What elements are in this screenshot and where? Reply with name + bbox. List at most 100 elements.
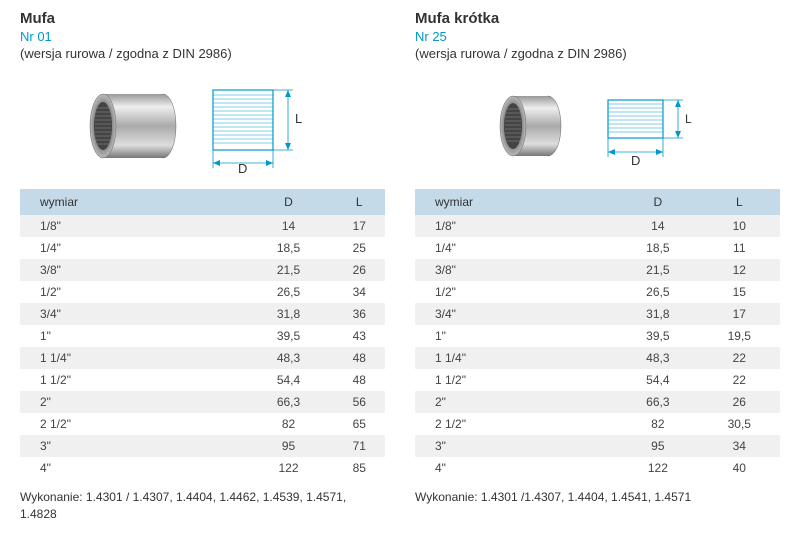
table-row: 2 1/2"8230,5 [415, 413, 780, 435]
table-row: 3"9534 [415, 435, 780, 457]
table-cell: 95 [617, 435, 698, 457]
table-cell: 56 [334, 391, 385, 413]
table-row: 1"39,519,5 [415, 325, 780, 347]
table-cell: 25 [334, 237, 385, 259]
right-subtitle: (wersja rurowa / zgodna z DIN 2986) [415, 46, 780, 61]
coupling-photo-left [88, 86, 178, 166]
table-cell: 1" [20, 325, 244, 347]
table-row: 4"12285 [20, 457, 385, 479]
table-cell: 82 [244, 413, 334, 435]
table-row: 2"66,326 [415, 391, 780, 413]
page-container: Mufa Nr 01 (wersja rurowa / zgodna z DIN… [20, 10, 780, 523]
left-h1: D [244, 189, 334, 215]
table-cell: 1 1/2" [20, 369, 244, 391]
table-cell: 2 1/2" [20, 413, 244, 435]
table-cell: 19,5 [699, 325, 780, 347]
table-cell: 1 1/4" [20, 347, 244, 369]
table-cell: 10 [699, 215, 780, 237]
table-cell: 3" [20, 435, 244, 457]
table-cell: 36 [334, 303, 385, 325]
right-column: Mufa krótka Nr 25 (wersja rurowa / zgodn… [415, 10, 780, 523]
table-row: 1/4"18,525 [20, 237, 385, 259]
left-title: Mufa [20, 10, 385, 27]
table-cell: 43 [334, 325, 385, 347]
table-cell: 54,4 [617, 369, 698, 391]
table-row: 1/2"26,515 [415, 281, 780, 303]
table-row: 4"12240 [415, 457, 780, 479]
table-cell: 66,3 [244, 391, 334, 413]
table-cell: 3/4" [415, 303, 617, 325]
table-cell: 66,3 [617, 391, 698, 413]
right-footer: Wykonanie: 1.4301 /1.4307, 1.4404, 1.454… [415, 489, 780, 506]
right-nr: Nr 25 [415, 29, 780, 44]
right-table: wymiar D L 1/8"14101/4"18,5113/8"21,5121… [415, 189, 780, 479]
table-cell: 85 [334, 457, 385, 479]
dim-D-right: D [631, 153, 640, 168]
table-cell: 18,5 [617, 237, 698, 259]
table-row: 1/4"18,511 [415, 237, 780, 259]
table-cell: 15 [699, 281, 780, 303]
table-cell: 12 [699, 259, 780, 281]
table-cell: 1/2" [415, 281, 617, 303]
table-cell: 122 [617, 457, 698, 479]
table-row: 2 1/2"8265 [20, 413, 385, 435]
table-row: 1 1/4"48,322 [415, 347, 780, 369]
left-header-row: wymiar D L [20, 189, 385, 215]
table-cell: 1/4" [20, 237, 244, 259]
table-cell: 39,5 [244, 325, 334, 347]
table-row: 2"66,356 [20, 391, 385, 413]
table-cell: 48,3 [617, 347, 698, 369]
table-cell: 1/2" [20, 281, 244, 303]
table-cell: 26 [334, 259, 385, 281]
table-cell: 82 [617, 413, 698, 435]
left-h0: wymiar [20, 189, 244, 215]
table-cell: 1/8" [20, 215, 244, 237]
table-cell: 65 [334, 413, 385, 435]
table-cell: 48 [334, 369, 385, 391]
table-cell: 17 [699, 303, 780, 325]
table-cell: 34 [699, 435, 780, 457]
table-cell: 1/4" [415, 237, 617, 259]
table-cell: 1/8" [415, 215, 617, 237]
table-cell: 48,3 [244, 347, 334, 369]
table-cell: 18,5 [244, 237, 334, 259]
table-row: 1 1/4"48,348 [20, 347, 385, 369]
table-row: 1/8"1410 [415, 215, 780, 237]
table-row: 1"39,543 [20, 325, 385, 347]
table-cell: 11 [699, 237, 780, 259]
table-cell: 26,5 [617, 281, 698, 303]
left-nr: Nr 01 [20, 29, 385, 44]
table-cell: 39,5 [617, 325, 698, 347]
table-cell: 4" [20, 457, 244, 479]
right-tbody: 1/8"14101/4"18,5113/8"21,5121/2"26,5153/… [415, 215, 780, 479]
table-cell: 71 [334, 435, 385, 457]
table-cell: 30,5 [699, 413, 780, 435]
table-cell: 3" [415, 435, 617, 457]
table-row: 1 1/2"54,422 [415, 369, 780, 391]
table-cell: 31,8 [617, 303, 698, 325]
right-image-area: L D [415, 71, 780, 181]
left-footer: Wykonanie: 1.4301 / 1.4307, 1.4404, 1.44… [20, 489, 385, 523]
right-h2: L [699, 189, 780, 215]
table-row: 1/8"1417 [20, 215, 385, 237]
table-row: 3/8"21,526 [20, 259, 385, 281]
table-cell: 14 [617, 215, 698, 237]
dim-L-left: L [295, 111, 302, 126]
left-tbody: 1/8"14171/4"18,5253/8"21,5261/2"26,5343/… [20, 215, 385, 479]
table-cell: 2" [415, 391, 617, 413]
table-cell: 26 [699, 391, 780, 413]
table-cell: 122 [244, 457, 334, 479]
table-row: 3/8"21,512 [415, 259, 780, 281]
table-cell: 48 [334, 347, 385, 369]
left-h2: L [334, 189, 385, 215]
table-row: 1 1/2"54,448 [20, 369, 385, 391]
table-cell: 21,5 [617, 259, 698, 281]
table-cell: 31,8 [244, 303, 334, 325]
table-cell: 1 1/2" [415, 369, 617, 391]
table-row: 3/4"31,836 [20, 303, 385, 325]
table-cell: 54,4 [244, 369, 334, 391]
table-row: 3/4"31,817 [415, 303, 780, 325]
schematic-right: L D [593, 75, 703, 178]
right-h1: D [617, 189, 698, 215]
table-cell: 1" [415, 325, 617, 347]
